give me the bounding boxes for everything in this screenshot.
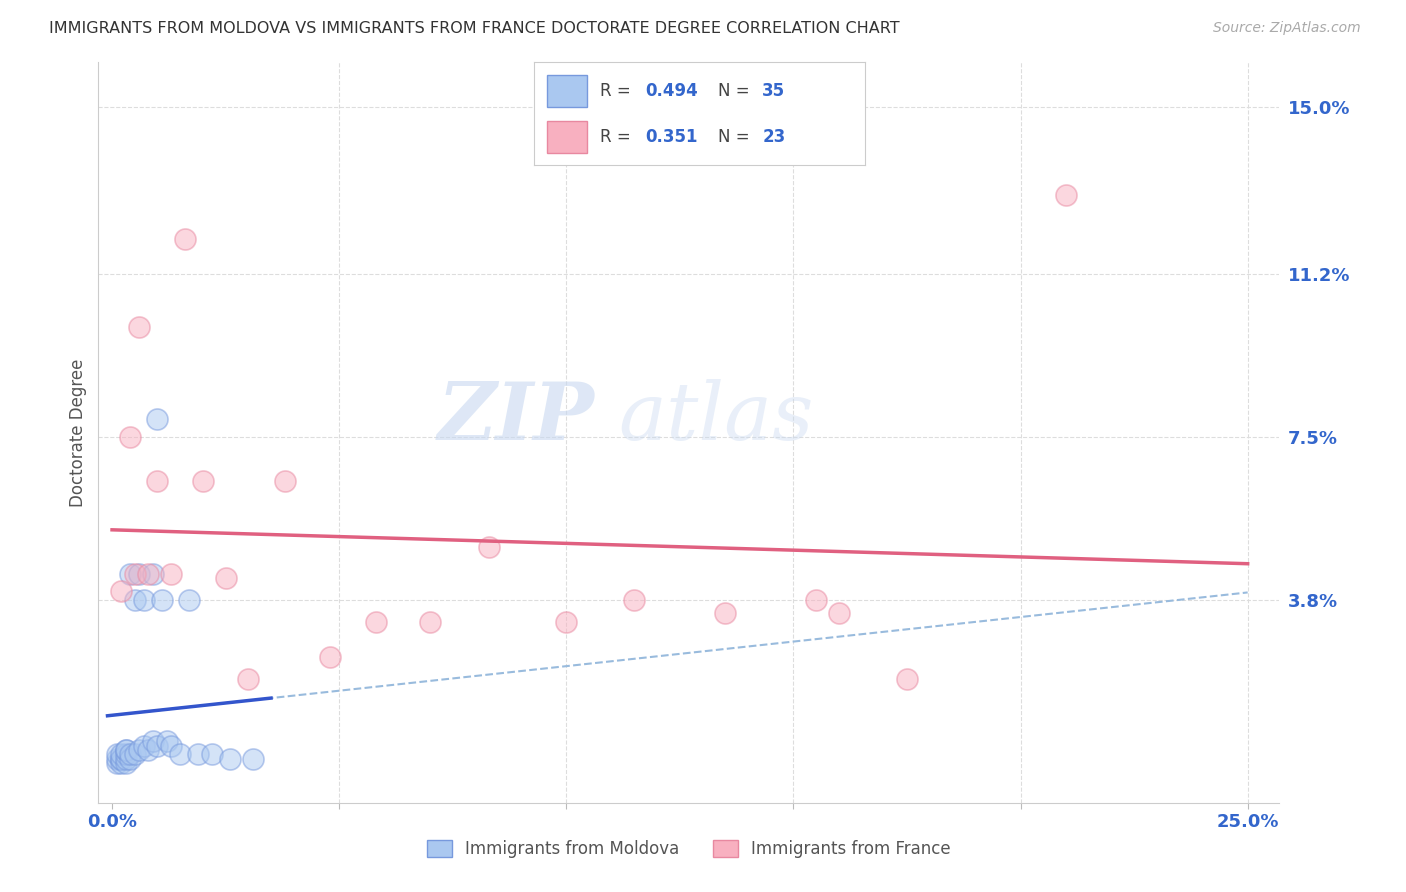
Point: [160, 739, 183, 753]
Text: 0.351: 0.351: [645, 128, 697, 145]
Text: N =: N =: [717, 82, 755, 100]
Text: 0.494: 0.494: [645, 82, 697, 100]
Point: [110, 756, 132, 771]
Point: [238, 673, 260, 687]
Legend: Immigrants from Moldova, Immigrants from France: Immigrants from Moldova, Immigrants from…: [420, 833, 957, 865]
Point: [364, 615, 387, 629]
Point: [478, 540, 501, 554]
Point: [105, 752, 128, 766]
Point: [896, 673, 918, 687]
Point: [114, 752, 136, 766]
Point: [169, 747, 191, 762]
Point: [273, 474, 295, 488]
Point: [110, 747, 132, 762]
Text: IMMIGRANTS FROM MOLDOVA VS IMMIGRANTS FROM FRANCE DOCTORATE DEGREE CORRELATION C: IMMIGRANTS FROM MOLDOVA VS IMMIGRANTS FR…: [49, 21, 900, 36]
Point: [110, 752, 132, 766]
Point: [714, 607, 737, 621]
Point: [138, 743, 160, 757]
Point: [114, 743, 136, 757]
Text: N =: N =: [717, 128, 755, 145]
Point: [214, 571, 236, 585]
Text: R =: R =: [600, 128, 637, 145]
Point: [132, 593, 155, 607]
Point: [623, 593, 645, 607]
Point: [110, 752, 132, 766]
Point: [142, 566, 165, 581]
Point: [187, 747, 209, 762]
Text: atlas: atlas: [619, 379, 814, 457]
Point: [124, 747, 146, 762]
Point: [128, 566, 150, 581]
Point: [146, 474, 169, 488]
Point: [191, 474, 214, 488]
Point: [120, 747, 142, 762]
Point: [120, 752, 142, 766]
Point: [124, 566, 146, 581]
Point: [150, 593, 173, 607]
Point: [132, 739, 155, 753]
Text: Source: ZipAtlas.com: Source: ZipAtlas.com: [1213, 21, 1361, 35]
Point: [173, 232, 195, 246]
Point: [120, 566, 142, 581]
Bar: [547, 121, 588, 153]
Point: [138, 566, 160, 581]
Point: [114, 756, 136, 771]
Point: [146, 739, 169, 753]
Point: [242, 752, 264, 766]
Point: [201, 747, 224, 762]
Text: R =: R =: [600, 82, 637, 100]
Point: [105, 747, 128, 762]
Point: [179, 593, 201, 607]
Point: [120, 430, 142, 444]
Point: [128, 319, 150, 334]
Point: [105, 756, 128, 771]
Point: [219, 752, 242, 766]
Point: [419, 615, 441, 629]
Point: [146, 412, 169, 426]
Point: [114, 743, 136, 757]
Point: [124, 593, 146, 607]
Point: [1054, 187, 1077, 202]
Point: [128, 743, 150, 757]
Point: [114, 747, 136, 762]
Point: [319, 650, 342, 665]
Point: [155, 734, 177, 748]
Point: [804, 593, 827, 607]
Text: ZIP: ZIP: [437, 379, 595, 457]
Bar: [547, 75, 588, 106]
Y-axis label: Doctorate Degree: Doctorate Degree: [69, 359, 87, 507]
Point: [142, 734, 165, 748]
Point: [160, 566, 183, 581]
Text: 23: 23: [762, 128, 786, 145]
Text: 35: 35: [762, 82, 786, 100]
Point: [828, 607, 851, 621]
Point: [555, 615, 578, 629]
Point: [110, 584, 132, 599]
